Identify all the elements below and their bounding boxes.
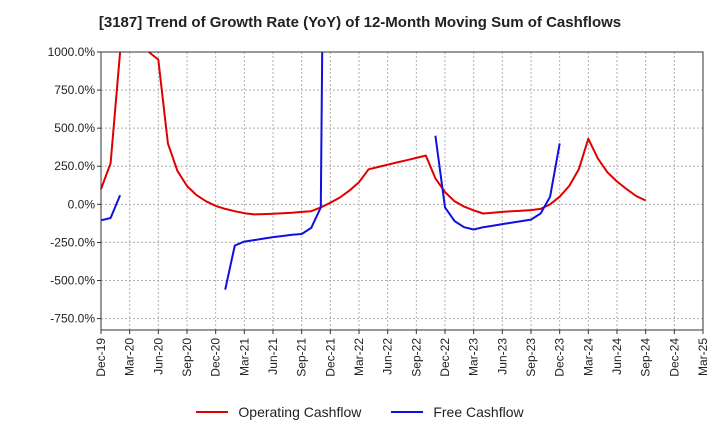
x-tick-label: Mar-21 [237, 338, 251, 376]
axis-layer: 1000.0% 750.0% 500.0% 250.0% 0.0% -250.0% -500… [48, 45, 710, 377]
y-tick-label: -250.0% [50, 235, 95, 249]
x-tick-label: Sep-22 [409, 338, 423, 377]
x-tick-label: Dec-20 [209, 338, 223, 377]
legend-item-free: Free Cashflow [391, 404, 524, 420]
legend-swatch-free [391, 411, 424, 413]
legend: Operating Cashflow Free Cashflow [0, 404, 720, 420]
y-tick-label: 250.0% [54, 159, 95, 173]
x-tick-label: Jun-22 [381, 338, 395, 375]
grid-layer [100, 51, 704, 330]
x-tick-label: Mar-23 [467, 338, 481, 376]
legend-swatch-operating [196, 411, 229, 413]
y-tick-label: 1000.0% [48, 45, 96, 59]
x-tick-label: Dec-24 [667, 338, 681, 377]
legend-item-operating: Operating Cashflow [196, 404, 361, 420]
x-tick-label: Jun-24 [610, 338, 624, 375]
x-tick-label: Dec-23 [553, 338, 567, 377]
y-tick-label: -500.0% [50, 273, 95, 287]
x-tick-label: Mar-20 [123, 338, 137, 376]
legend-label-operating: Operating Cashflow [238, 404, 362, 420]
free-cashflow-line [100, 194, 122, 222]
x-tick-label: Jun-23 [495, 338, 509, 375]
x-tick-label: Sep-21 [295, 338, 309, 377]
x-tick-label: Sep-24 [639, 338, 653, 377]
x-tick-label: Mar-25 [696, 338, 710, 376]
y-tick-label: 0.0% [68, 197, 96, 211]
x-tick-label: Dec-21 [323, 338, 337, 377]
x-tick-label: Sep-20 [180, 338, 194, 377]
x-tick-label: Jun-21 [266, 338, 280, 375]
x-tick-label: Dec-22 [438, 338, 452, 377]
chart-plot: 1000.0% 750.0% 500.0% 250.0% 0.0% -250.0% -500… [48, 45, 710, 377]
plot-frame [100, 51, 704, 331]
operating-cashflow-line [100, 51, 122, 190]
x-tick-label: Sep-23 [524, 338, 538, 377]
x-tick-label: Mar-24 [581, 338, 595, 376]
y-tick-label: 750.0% [54, 83, 95, 97]
series-layer [100, 51, 647, 290]
legend-label-free: Free Cashflow [433, 404, 524, 420]
x-tick-label: Dec-19 [94, 338, 108, 377]
free-cashflow-line [224, 51, 324, 290]
x-tick-label: Jun-20 [151, 338, 165, 375]
operating-cashflow-line [148, 51, 647, 216]
plot-background [101, 52, 703, 330]
y-tick-label: -750.0% [50, 312, 95, 326]
x-tick-label: Mar-22 [352, 338, 366, 376]
y-tick-label: 500.0% [54, 121, 95, 135]
free-cashflow-line [434, 135, 561, 231]
chart-title: [3187] Trend of Growth Rate (YoY) of 12-… [98, 14, 622, 31]
